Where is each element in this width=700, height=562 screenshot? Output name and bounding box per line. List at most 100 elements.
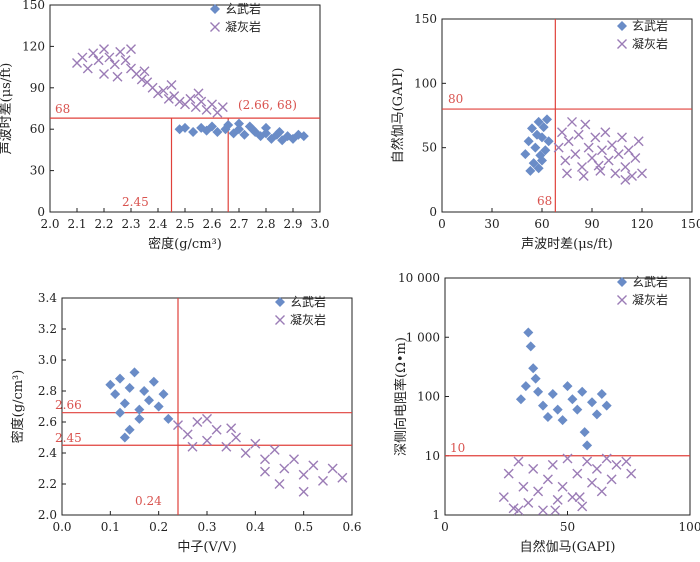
tuff-point xyxy=(298,469,309,480)
basalt-point xyxy=(110,389,121,400)
tuff-point xyxy=(577,501,588,512)
basalt-point xyxy=(525,341,536,352)
tuff-point xyxy=(591,463,602,474)
x-tick-label: 0.6 xyxy=(342,520,361,534)
basalt-point xyxy=(105,379,116,390)
x-tick-label: 2.5 xyxy=(175,217,194,231)
tuff-point xyxy=(626,468,637,479)
tuff-point xyxy=(174,96,185,107)
tuff-point xyxy=(606,474,617,485)
threshold-annotation: 68 xyxy=(537,194,552,208)
tuff-point xyxy=(620,161,631,172)
tuff-point xyxy=(192,417,203,427)
basalt-point xyxy=(562,381,573,392)
tuff-point xyxy=(498,492,509,503)
basalt-point xyxy=(579,427,590,438)
legend-label: 凝灰岩 xyxy=(632,292,668,307)
x-tick-label: 2.0 xyxy=(40,217,59,231)
tuff-point xyxy=(173,420,183,431)
basalt-point xyxy=(261,122,271,133)
basalt-point xyxy=(538,122,549,133)
legend-label: 凝灰岩 xyxy=(632,36,668,51)
basalt-point xyxy=(153,401,164,412)
basalt-point xyxy=(196,122,207,133)
tuff-point xyxy=(269,444,280,455)
legend-label: 玄武岩 xyxy=(290,294,326,309)
y-tick-label: 10 000 xyxy=(398,271,440,285)
basalt-point xyxy=(528,363,539,374)
basalt-point xyxy=(582,440,593,451)
tuff-point xyxy=(597,145,607,156)
legend-basalt-icon xyxy=(617,277,627,287)
y-tick-label: 150 xyxy=(22,0,45,12)
tuff-point xyxy=(231,432,241,443)
tuff-point xyxy=(207,99,217,110)
tuff-point xyxy=(610,168,621,179)
y-tick-label: 2.2 xyxy=(38,477,57,491)
tuff-point xyxy=(587,477,597,488)
tuff-point xyxy=(595,165,606,176)
basalt-point xyxy=(119,432,130,443)
legend-basalt-icon xyxy=(275,297,285,307)
x-tick-label: 0.5 xyxy=(294,520,313,534)
y-axis-label: 深侧向电阻率(Ω•m) xyxy=(393,337,409,456)
tuff-point xyxy=(547,459,558,470)
x-tick-label: 3.0 xyxy=(310,217,329,231)
tuff-point xyxy=(574,492,585,503)
y-tick-label: 60 xyxy=(30,122,45,136)
legend-tuff-icon xyxy=(275,315,285,325)
x-tick-label: 0.2 xyxy=(149,520,168,534)
tuff-point xyxy=(560,155,571,166)
tuff-point xyxy=(99,69,109,79)
x-tick-label: 2.4 xyxy=(148,217,167,231)
tuff-point xyxy=(226,423,237,434)
legend-tuff-icon xyxy=(210,22,220,32)
basalt-point xyxy=(533,116,544,127)
tuff-point xyxy=(196,96,207,107)
tuff-point xyxy=(552,494,563,505)
tuff-point xyxy=(633,136,644,147)
legend-label: 玄武岩 xyxy=(632,18,668,33)
tuff-point xyxy=(126,44,136,55)
basalt-point xyxy=(542,114,552,125)
basalt-point xyxy=(188,126,199,137)
basalt-point xyxy=(533,163,544,174)
x-tick-label: 60 xyxy=(534,217,549,231)
tuff-point xyxy=(279,463,290,474)
tuff-point xyxy=(120,55,131,66)
y-tick-label: 0 xyxy=(429,205,437,219)
basalt-point xyxy=(530,373,541,384)
threshold-annotation: 0.24 xyxy=(135,494,162,508)
y-tick-label: 3.4 xyxy=(38,291,57,305)
basalt-point xyxy=(538,400,548,411)
tuff-point xyxy=(583,142,594,153)
tuff-point xyxy=(587,152,597,163)
basalt-point xyxy=(234,118,244,129)
basalt-point xyxy=(124,382,135,393)
tuff-point xyxy=(115,46,126,57)
tuff-point xyxy=(99,44,109,55)
basalt-point xyxy=(515,394,526,405)
legend-basalt-icon xyxy=(617,21,627,31)
plot-frame-1 xyxy=(441,18,693,213)
tuff-point xyxy=(221,441,232,452)
y-tick-label: 100 xyxy=(417,390,440,404)
tuff-point xyxy=(611,459,622,470)
basalt-point xyxy=(547,389,558,400)
tuff-point xyxy=(567,492,578,503)
basalt-point xyxy=(115,373,125,384)
y-tick-label: 1 xyxy=(432,508,440,522)
basalt-point xyxy=(530,142,541,153)
tuff-point xyxy=(260,466,270,477)
basalt-point xyxy=(212,126,223,137)
x-tick-label: 2.9 xyxy=(283,217,302,231)
tuff-point xyxy=(88,48,99,59)
y-tick-label: 30 xyxy=(30,164,45,178)
tuff-point xyxy=(163,93,174,104)
tuff-point xyxy=(580,119,591,130)
y-tick-label: 2.0 xyxy=(38,508,57,522)
tuff-point xyxy=(187,441,198,452)
plot-frame-3 xyxy=(444,277,691,516)
y-tick-label: 150 xyxy=(414,12,437,26)
tuff-point xyxy=(617,132,627,143)
